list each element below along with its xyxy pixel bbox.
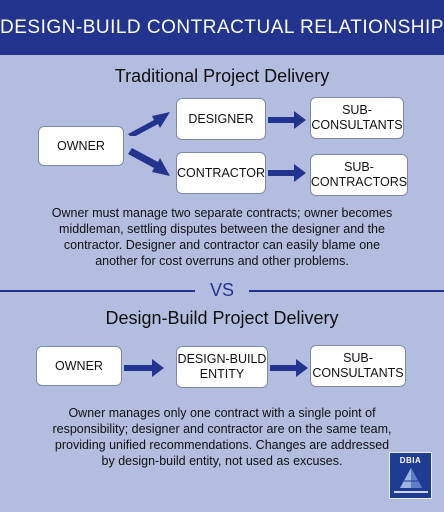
design-build-title: Design-Build Project Delivery [105,308,339,328]
arrow-owner-to-entity [124,359,164,377]
logo-text: DBIA [399,456,422,465]
entity-line2: ENTITY [199,367,245,381]
sub-consultants-line2: CONSULTANTS [312,366,404,380]
sub-consultants-line1: SUB- [343,351,373,365]
logo-underline [394,491,428,493]
traditional-title: Traditional Project Delivery [114,66,330,86]
sub-contractors-line1: SUB- [344,160,374,174]
traditional-description: Owner must manage two separate contracts… [20,205,424,269]
design-build-description: Owner manages only one contract with a s… [20,405,424,469]
dbia-logo: DBIA [389,452,432,499]
owner-box-design-build: OWNER [36,346,122,386]
owner-label: OWNER [55,358,103,373]
design-build-description-line1: Owner manages only one contract with a s… [68,406,376,420]
arrow-owner-to-designer [128,112,170,136]
sub-consultants-line1: SUB- [342,103,372,117]
page-title: DESIGN-BUILD CONTRACTUAL RELATIONSHIP [0,16,444,38]
arrow-owner-to-contractor [128,148,170,176]
contractor-box: CONTRACTOR [176,152,266,194]
arrow-entity-to-subconsultants [270,359,308,377]
divider-left [0,290,195,292]
sub-contractors-box: SUB- CONTRACTORS [310,154,408,196]
header-banner: DESIGN-BUILD CONTRACTUAL RELATIONSHIP [0,0,444,55]
pyramid-icon [400,468,422,488]
design-build-description-line3: providing unified recommendations. Chang… [54,438,390,452]
design-build-description-line2: responsibility; designer and contractor … [52,422,392,436]
designer-box: DESIGNER [176,98,266,140]
traditional-description-line3: contractor. Designer and contractor can … [63,238,381,252]
sub-consultants-line2: CONSULTANTS [311,118,403,132]
sub-consultants-box-traditional: SUB- CONSULTANTS [310,97,404,139]
vs-label: VS [209,280,234,300]
traditional-description-line4: another for cost overruns and other prob… [95,254,349,268]
owner-label: OWNER [57,138,105,153]
sub-consultants-box-design-build: SUB- CONSULTANTS [310,345,406,387]
traditional-description-line2: middleman, settling disputes between the… [59,222,385,236]
design-build-entity-box: DESIGN-BUILD ENTITY [176,346,268,388]
traditional-description-line1: Owner must manage two separate contracts… [51,206,393,220]
design-build-description-line4: by design-build entity, not used as excu… [101,454,343,468]
designer-label: DESIGNER [188,111,254,126]
entity-line1: DESIGN-BUILD [177,352,267,366]
arrow-designer-to-subconsultants [268,111,306,129]
sub-contractors-line2: CONTRACTORS [310,175,408,189]
arrow-contractor-to-subcontractors [268,164,306,182]
owner-box-traditional: OWNER [38,126,124,166]
contractor-label: CONTRACTOR [177,165,265,180]
divider-right [249,290,444,292]
